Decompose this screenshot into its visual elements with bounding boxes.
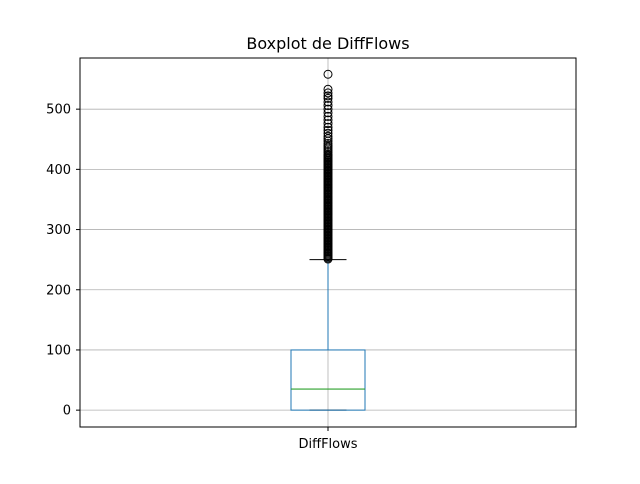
outlier-point bbox=[323, 91, 333, 101]
outlier-point bbox=[323, 111, 333, 121]
outlier-point bbox=[323, 69, 333, 79]
x-tick-label: DiffFlows bbox=[298, 437, 357, 452]
y-tick-label: 0 bbox=[63, 404, 71, 419]
outlier-point bbox=[323, 108, 333, 118]
y-tick-label: 100 bbox=[46, 343, 71, 358]
outlier-point bbox=[323, 138, 333, 148]
outlier-point bbox=[323, 104, 333, 114]
outlier-point bbox=[323, 119, 333, 129]
outlier-point bbox=[323, 97, 333, 107]
y-tick-label: 400 bbox=[46, 163, 71, 178]
outlier-point bbox=[323, 93, 333, 103]
iqr-box bbox=[290, 349, 366, 411]
plot-area bbox=[290, 69, 366, 411]
outlier-point bbox=[323, 115, 333, 125]
y-tick-label: 300 bbox=[46, 223, 71, 238]
y-tick-label: 500 bbox=[46, 103, 71, 118]
outlier-point bbox=[323, 101, 333, 111]
outlier-point bbox=[323, 125, 333, 135]
outlier-point bbox=[323, 84, 333, 94]
y-tick-label: 200 bbox=[46, 283, 71, 298]
outlier-point bbox=[323, 88, 333, 98]
axes: 0 100 200 300 400 500 DiffFlows bbox=[46, 57, 577, 452]
outlier-point bbox=[323, 122, 333, 132]
chart-title: Boxplot de DiffFlows bbox=[246, 34, 409, 53]
outlier-point bbox=[323, 128, 333, 138]
outlier-point bbox=[323, 131, 333, 141]
